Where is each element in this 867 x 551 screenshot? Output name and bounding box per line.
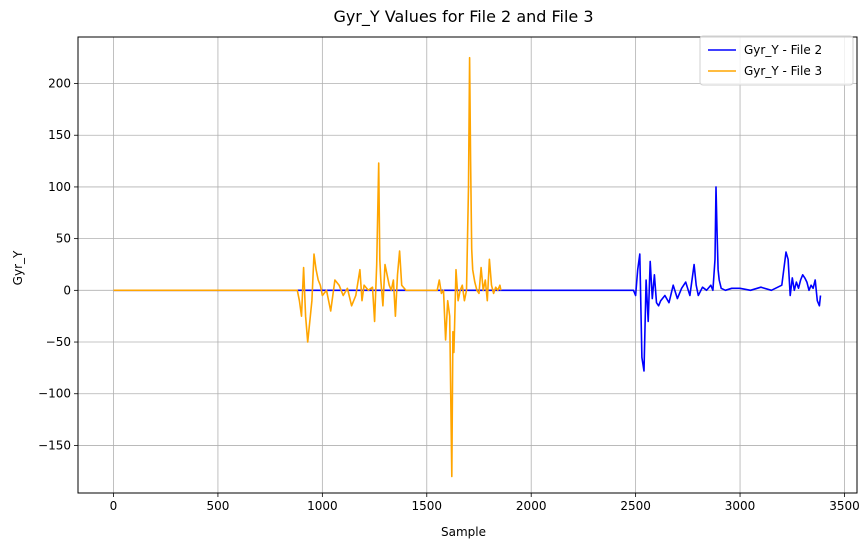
x-tick-label: 3000: [725, 499, 756, 513]
y-tick-label: −100: [38, 387, 71, 401]
x-tick-label: 2500: [620, 499, 651, 513]
x-axis-ticks: 0 500 1000 1500 2000 2500 3000 3500: [110, 493, 860, 513]
x-tick-label: 2000: [516, 499, 547, 513]
x-tick-label: 1500: [412, 499, 443, 513]
x-tick-label: 0: [110, 499, 118, 513]
plot-frame: [77, 36, 858, 494]
series-lines: [113, 56, 822, 478]
y-axis-label: Gyr_Y: [11, 250, 25, 285]
x-tick-label: 1000: [307, 499, 338, 513]
chart-title: Gyr_Y Values for File 2 and File 3: [333, 7, 593, 27]
legend-label: Gyr_Y - File 3: [744, 64, 822, 78]
series-line-file-2: [113, 186, 822, 372]
y-tick-label: 50: [56, 232, 71, 246]
y-axis-ticks: −150 −100 −50 0 50 100 150 200: [38, 77, 78, 452]
legend-box: [699, 35, 854, 86]
y-tick-label: −50: [46, 335, 71, 349]
y-tick-label: 200: [48, 77, 71, 91]
series-line-file-3: [113, 56, 502, 478]
y-tick-label: −150: [38, 438, 71, 452]
legend: Gyr_Y - File 2 Gyr_Y - File 3: [699, 35, 854, 86]
y-tick-label: 150: [48, 128, 71, 142]
legend-label: Gyr_Y - File 2: [744, 43, 822, 57]
y-tick-label: 100: [48, 180, 71, 194]
x-tick-label: 3500: [829, 499, 860, 513]
x-tick-label: 500: [206, 499, 229, 513]
x-axis-label: Sample: [441, 525, 486, 539]
y-tick-label: 0: [63, 283, 71, 297]
